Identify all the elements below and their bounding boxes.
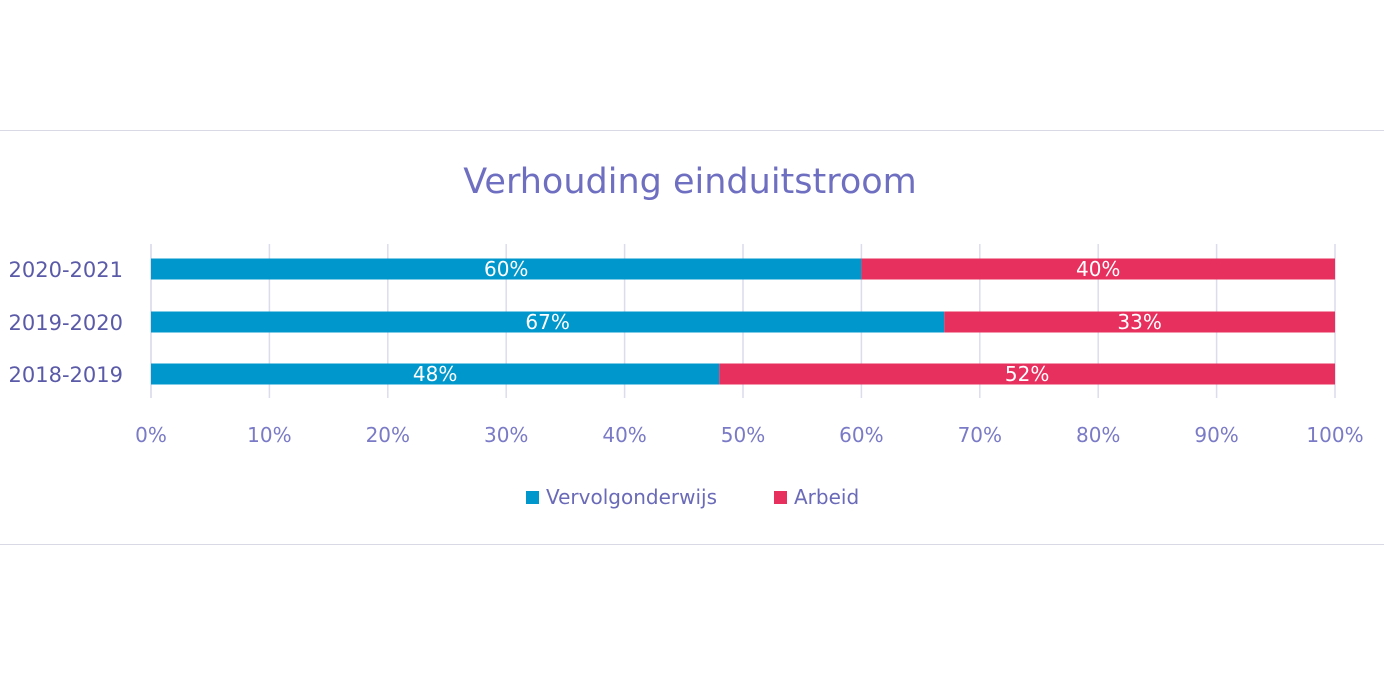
- x-tick-label: 30%: [484, 423, 528, 447]
- bar-segment-arbeid: [861, 258, 1335, 280]
- category-axis: 2020-2021 2019-2020 2018-2019: [9, 258, 123, 387]
- bar-segment-vervolgonderwijs: [151, 311, 945, 333]
- value-axis: 0% 10% 20% 30% 40% 50% 60% 70% 80% 90% 100%: [135, 423, 1363, 447]
- x-tick-label: 70%: [958, 423, 1002, 447]
- legend-label: Vervolgonderwijs: [546, 485, 717, 509]
- chart-frame-bottom-border: [0, 544, 1384, 545]
- x-tick-label: 10%: [247, 423, 291, 447]
- x-tick-label: 20%: [366, 423, 410, 447]
- x-tick-label: 50%: [721, 423, 765, 447]
- bar-segment-vervolgonderwijs: [151, 258, 862, 280]
- x-tick-label: 90%: [1194, 423, 1238, 447]
- bar-segment-arbeid: [944, 311, 1335, 333]
- bar-segment-vervolgonderwijs: [151, 363, 720, 385]
- x-tick-label: 60%: [839, 423, 883, 447]
- x-tick-label: 0%: [135, 423, 167, 447]
- legend-swatch-arbeid: [774, 491, 787, 504]
- category-label: 2018-2019: [9, 363, 123, 387]
- chart-legend: Vervolgonderwijs Arbeid: [526, 485, 859, 509]
- bar-data-label: 52%: [1005, 362, 1049, 386]
- bar-data-label: 48%: [413, 362, 457, 386]
- x-tick-label: 40%: [602, 423, 646, 447]
- category-label: 2019-2020: [9, 311, 123, 335]
- chart-title: Verhouding einduitstroom: [463, 162, 917, 202]
- chart-frame-top-border: [0, 130, 1384, 131]
- x-tick-label: 100%: [1306, 423, 1363, 447]
- bar-segment-arbeid: [719, 363, 1335, 385]
- bar-data-label: 67%: [525, 310, 569, 334]
- chart-bars: 60% 40% 67% 33% 48% 52%: [151, 257, 1335, 386]
- bar-data-label: 60%: [484, 257, 528, 281]
- legend-label: Arbeid: [794, 485, 859, 509]
- legend-swatch-vervolgonderwijs: [526, 491, 539, 504]
- bar-data-label: 40%: [1076, 257, 1120, 281]
- category-label: 2020-2021: [9, 258, 123, 282]
- x-tick-label: 80%: [1076, 423, 1120, 447]
- bar-data-label: 33%: [1117, 310, 1161, 334]
